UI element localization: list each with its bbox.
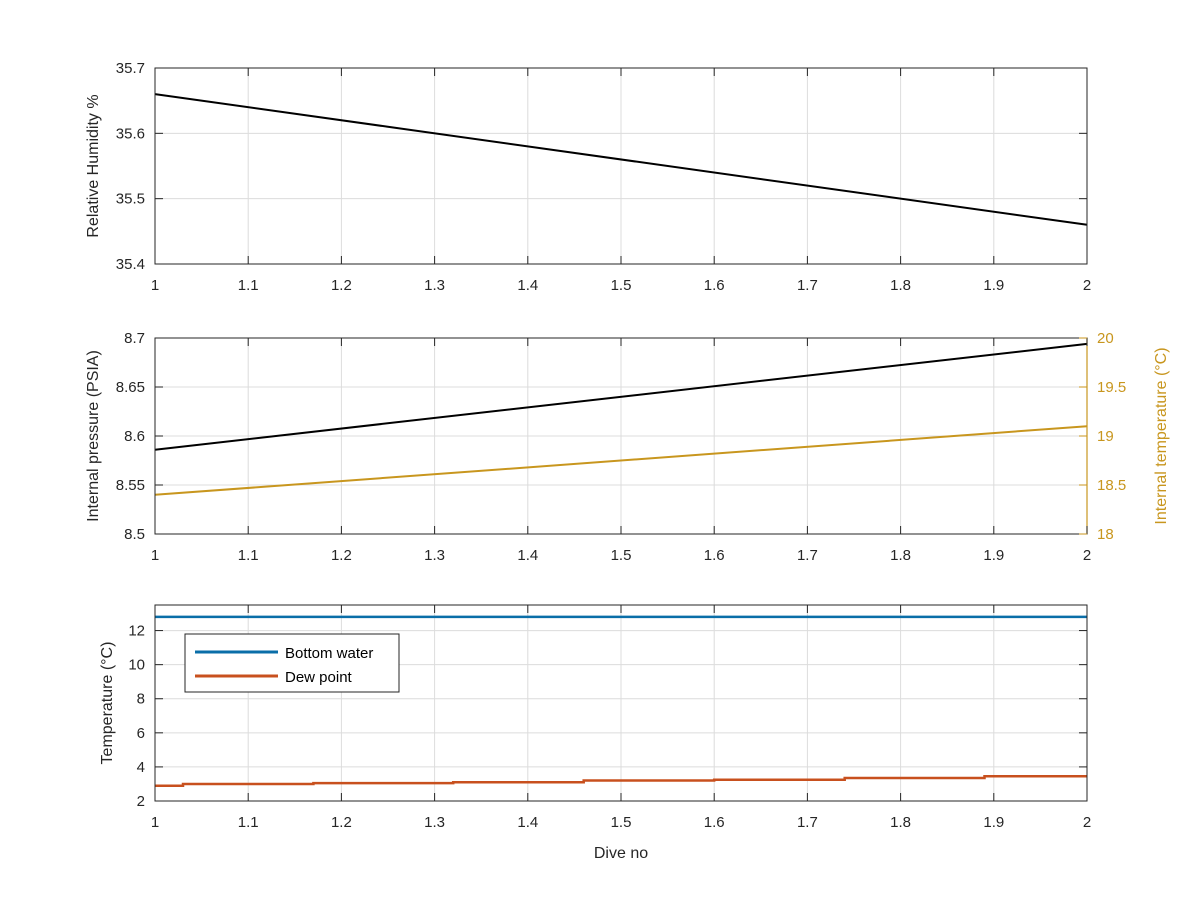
humidity-x-tick-label: 1.2 — [331, 277, 352, 294]
temperature-y-tick-label: 10 — [128, 657, 145, 674]
series-line-humidity-0 — [154, 93, 1088, 226]
legend-label-bottom-water: Bottom water — [285, 645, 373, 662]
temperature-y-tick-label: 2 — [137, 793, 145, 810]
humidity-x-tick-label: 1.3 — [424, 277, 445, 294]
humidity-x-tick-label: 1 — [151, 277, 159, 294]
temperature-x-tick-label: 1.5 — [611, 814, 632, 831]
internal-temperature-tick-label: 19.5 — [1097, 379, 1126, 396]
humidity-x-tick-label: 1.6 — [704, 277, 725, 294]
internal-temperature-tick-label: 18.5 — [1097, 477, 1126, 494]
humidity-panel: 1 1.1 1.2 1.3 1.4 1.5 1.6 1.7 1.8 1.9 2 35.4 35.5 35.… — [85, 60, 1091, 294]
series-line-pressure-0 — [154, 342, 1088, 451]
internal-temperature-tick-label: 18 — [1097, 526, 1114, 543]
temperature-x-tick-label: 1.8 — [890, 814, 911, 831]
temperature-x-tick-label: 1.4 — [517, 814, 538, 831]
pressure-y-tick-label: 8.5 — [124, 526, 145, 543]
pressure-y-tick-label: 8.6 — [124, 428, 145, 445]
temperature-y-tick-label: 4 — [137, 759, 145, 776]
humidity-x-tick-label: 2 — [1083, 277, 1091, 294]
temperature-x-tick-label: 1.7 — [797, 814, 818, 831]
temperature-x-tick-label: 1 — [151, 814, 159, 831]
pressure-x-tick-label: 1.3 — [424, 547, 445, 564]
humidity-series — [154, 93, 1088, 226]
pressure-x-tick-label: 1.2 — [331, 547, 352, 564]
pressure-x-tick-label: 1.4 — [517, 547, 538, 564]
humidity-y-axis-label: Relative Humidity % — [85, 94, 102, 237]
temperature-ticks: 1 1.1 1.2 1.3 1.4 1.5 1.6 1.7 1.8 1.9 2 2 4 6 8 10 12 — [128, 605, 1091, 831]
pressure-x-tick-label: 1 — [151, 547, 159, 564]
temperature-y-tick-label: 12 — [128, 623, 145, 640]
humidity-y-tick-label: 35.4 — [116, 256, 145, 273]
pressure-x-tick-label: 1.5 — [611, 547, 632, 564]
temperature-panel: 1 1.1 1.2 1.3 1.4 1.5 1.6 1.7 1.8 1.9 2 2 4 6 8 10 12 Te… — [99, 604, 1091, 862]
temperature-x-tick-label: 2 — [1083, 814, 1091, 831]
humidity-y-tick-label: 35.7 — [116, 60, 145, 77]
internal-temperature-tick-label: 19 — [1097, 428, 1114, 445]
humidity-x-tick-label: 1.7 — [797, 277, 818, 294]
pressure-y-tick-label: 8.7 — [124, 330, 145, 347]
legend-label-dew-point: Dew point — [285, 669, 353, 686]
temperature-x-tick-label: 1.9 — [983, 814, 1004, 831]
humidity-x-tick-label: 1.8 — [890, 277, 911, 294]
temperature-x-tick-label: 1.3 — [424, 814, 445, 831]
humidity-ticks: 1 1.1 1.2 1.3 1.4 1.5 1.6 1.7 1.8 1.9 2 35.4 35.5 35.… — [116, 60, 1091, 294]
x-axis-label: Dive no — [594, 845, 648, 862]
temperature-x-tick-label: 1.6 — [704, 814, 725, 831]
temperature-x-tick-label: 1.2 — [331, 814, 352, 831]
pressure-ticks: 1 1.1 1.2 1.3 1.4 1.5 1.6 1.7 1.8 1.9 2 8.5 8.55 8.6 8… — [116, 330, 1126, 564]
temperature-y-tick-label: 6 — [137, 725, 145, 742]
pressure-x-tick-label: 1.8 — [890, 547, 911, 564]
internal-temperature-y-axis-label: Internal temperature (°C) — [1153, 347, 1170, 524]
pressure-y-axis-label: Internal pressure (PSIA) — [85, 350, 102, 522]
humidity-x-tick-label: 1.9 — [983, 277, 1004, 294]
humidity-y-tick-label: 35.6 — [116, 125, 145, 142]
legend: Bottom water Dew point — [184, 633, 400, 693]
pressure-x-tick-label: 2 — [1083, 547, 1091, 564]
temperature-y-tick-label: 8 — [137, 691, 145, 708]
temperature-y-axis-label: Temperature (°C) — [99, 642, 116, 765]
pressure-temperature-series — [154, 342, 1088, 496]
series-line-dew-point — [155, 775, 1087, 787]
humidity-x-tick-label: 1.4 — [517, 277, 538, 294]
pressure-x-tick-label: 1.6 — [704, 547, 725, 564]
temperature-series — [155, 615, 1087, 787]
humidity-x-tick-label: 1.1 — [238, 277, 259, 294]
pressure-x-tick-label: 1.9 — [983, 547, 1004, 564]
legend-box — [184, 633, 400, 693]
pressure-y-tick-label: 8.55 — [116, 477, 145, 494]
series-line-pressure-1 — [154, 425, 1088, 496]
pressure-temperature-panel: 1 1.1 1.2 1.3 1.4 1.5 1.6 1.7 1.8 1.9 2 8.5 8.55 8.6 8… — [85, 330, 1170, 564]
pressure-x-tick-label: 1.7 — [797, 547, 818, 564]
pressure-x-tick-label: 1.1 — [238, 547, 259, 564]
temperature-x-tick-label: 1.1 — [238, 814, 259, 831]
humidity-y-tick-label: 35.5 — [116, 191, 145, 208]
humidity-x-tick-label: 1.5 — [611, 277, 632, 294]
pressure-y-tick-label: 8.65 — [116, 379, 145, 396]
internal-temperature-tick-label: 20 — [1097, 330, 1114, 347]
